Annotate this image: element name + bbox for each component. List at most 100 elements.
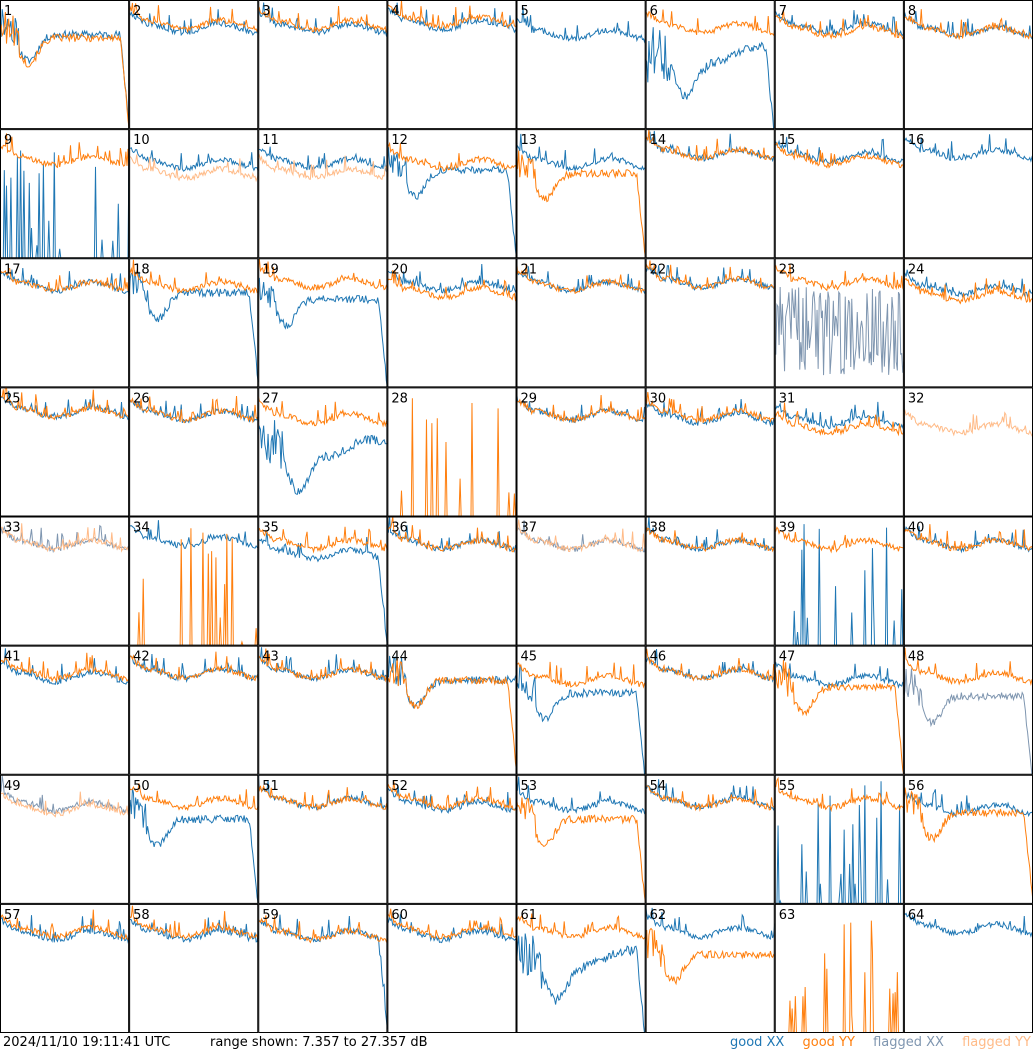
panel-label: 10 xyxy=(133,133,150,148)
antenna-panel-17: 17 xyxy=(0,258,130,388)
panel-label: 22 xyxy=(650,262,667,277)
series-yy-panel-35 xyxy=(258,526,388,554)
series-yy-panel-45 xyxy=(516,661,646,689)
panel-label: 32 xyxy=(908,391,925,406)
panel-label: 25 xyxy=(4,391,21,406)
antenna-panel-30: 30 xyxy=(645,387,775,517)
panel-border xyxy=(258,387,388,517)
series-yy-panel-41 xyxy=(0,652,130,683)
panel-label: 46 xyxy=(650,650,667,665)
panel-border xyxy=(129,258,259,388)
antenna-panel-21: 21 xyxy=(516,258,646,388)
legend-good-xx: good XX xyxy=(729,1035,785,1050)
series-xx-panel-14 xyxy=(645,130,775,163)
antenna-panel-14: 14 xyxy=(645,129,775,259)
panel-label: 52 xyxy=(391,779,408,794)
series-yy-panel-44 xyxy=(387,657,517,772)
antenna-panel-5: 5 xyxy=(516,0,646,130)
panel-label: 17 xyxy=(4,262,21,277)
series-xx-panel-41 xyxy=(0,648,130,686)
panel-label: 28 xyxy=(391,391,408,406)
series-xx-panel-27 xyxy=(258,420,388,495)
antenna-panel-1: 1 xyxy=(0,0,130,130)
series-xx-panel-5 xyxy=(516,6,646,44)
panel-label: 62 xyxy=(650,908,667,923)
antenna-panel-23: 23 xyxy=(774,258,904,388)
series-xx-panel-47 xyxy=(774,661,904,690)
series-yy-panel-4 xyxy=(387,0,517,30)
antenna-panel-51: 51 xyxy=(258,774,388,904)
series-xx-panel-10 xyxy=(129,147,259,172)
panel-border xyxy=(129,645,259,775)
panel-border xyxy=(258,516,388,646)
series-xx-panel-20 xyxy=(387,264,517,295)
panel-label: 49 xyxy=(4,779,21,794)
series-yy-panel-9 xyxy=(0,133,130,169)
panel-label: 58 xyxy=(133,908,150,923)
series-yy-panel-28 xyxy=(387,398,517,517)
series-yy-panel-38 xyxy=(645,523,775,553)
series-yy-panel-62 xyxy=(645,927,775,986)
series-yy-panel-42 xyxy=(129,651,259,682)
series-xx-panel-59 xyxy=(258,914,388,1029)
panel-border xyxy=(903,258,1033,388)
panel-border xyxy=(387,0,517,130)
series-yy-panel-3 xyxy=(258,5,388,33)
series-yy-panel-50 xyxy=(129,783,259,812)
series-xx-panel-16 xyxy=(903,134,1033,163)
series-xx-panel-26 xyxy=(129,397,259,424)
antenna-panel-42: 42 xyxy=(129,645,259,775)
panel-label: 47 xyxy=(779,650,796,665)
antenna-panel-25: 25 xyxy=(0,387,130,517)
panel-border xyxy=(516,129,646,259)
series-yy-panel-32 xyxy=(903,409,1033,437)
panel-label: 61 xyxy=(521,908,538,923)
series-yy-panel-18 xyxy=(129,259,259,294)
panel-border xyxy=(129,774,259,904)
panel-label: 24 xyxy=(908,262,925,277)
antenna-panel-44: 44 xyxy=(387,645,517,775)
antenna-panel-20: 20 xyxy=(387,258,517,388)
antenna-panel-29: 29 xyxy=(516,387,646,517)
panel-label: 15 xyxy=(779,133,796,148)
series-xx-panel-64 xyxy=(903,912,1033,938)
series-yy-panel-63 xyxy=(774,920,904,1033)
panel-border xyxy=(387,258,517,388)
panel-label: 29 xyxy=(521,391,538,406)
series-xx-panel-48 xyxy=(903,668,1033,775)
panel-label: 63 xyxy=(779,908,796,923)
panel-label: 39 xyxy=(779,521,796,536)
panel-label: 60 xyxy=(391,908,408,923)
panel-label: 5 xyxy=(521,4,529,19)
series-xx-panel-18 xyxy=(129,270,259,383)
series-xx-panel-6 xyxy=(645,27,775,130)
antenna-panel-50: 50 xyxy=(129,774,259,904)
legend-good-yy: good YY xyxy=(802,1035,855,1050)
panel-label: 64 xyxy=(908,908,925,923)
panel-label: 26 xyxy=(133,391,150,406)
antenna-panel-61: 61 xyxy=(516,903,646,1033)
series-yy-panel-33 xyxy=(0,523,130,553)
antenna-panel-40: 40 xyxy=(903,516,1033,646)
legend: good XX good YY flagged XX flagged YY xyxy=(716,1033,1031,1053)
series-xx-panel-35 xyxy=(258,530,388,646)
series-xx-panel-13 xyxy=(516,133,646,172)
series-yy-panel-49 xyxy=(0,789,130,818)
series-xx-panel-61 xyxy=(516,933,646,1033)
antenna-panel-60: 60 xyxy=(387,903,517,1033)
antenna-panel-47: 47 xyxy=(774,645,904,775)
panel-border xyxy=(129,516,259,646)
panel-label: 42 xyxy=(133,650,150,665)
series-yy-panel-17 xyxy=(0,267,130,293)
antenna-panel-34: 34 xyxy=(129,516,259,646)
panel-border xyxy=(774,0,904,130)
panel-label: 7 xyxy=(779,4,787,19)
panel-label: 21 xyxy=(521,262,538,277)
series-yy-panel-36 xyxy=(387,516,517,553)
panel-border xyxy=(645,516,775,646)
antenna-panel-15: 15 xyxy=(774,129,904,259)
panel-border xyxy=(387,774,517,904)
antenna-panel-3: 3 xyxy=(258,0,388,130)
panel-label: 38 xyxy=(650,521,667,536)
